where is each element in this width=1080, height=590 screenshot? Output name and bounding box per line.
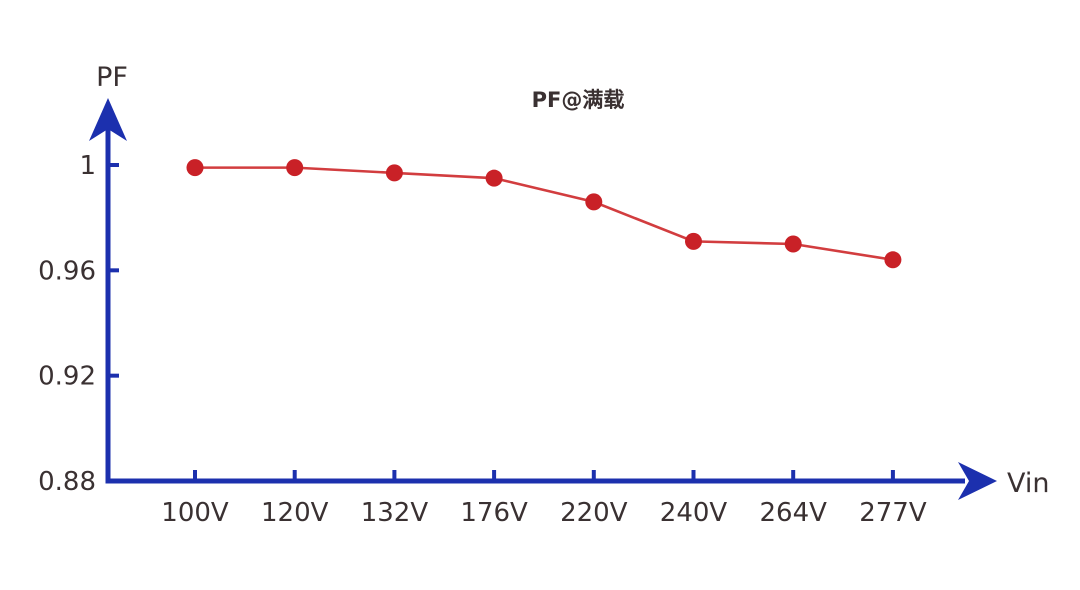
x-tick-label: 100V — [161, 498, 229, 528]
x-tick-label: 132V — [361, 498, 429, 528]
x-tick-label: 264V — [759, 498, 827, 528]
y-tick-label: 0.92 — [38, 362, 96, 392]
y-tick-label: 0.96 — [38, 256, 96, 286]
y-axis-title: PF — [96, 62, 128, 93]
y-axis-arrow — [89, 98, 127, 141]
x-axis-arrow — [958, 462, 997, 500]
data-point-176V — [485, 169, 503, 187]
data-point-277V — [884, 251, 902, 269]
y-tick-label: 1 — [79, 151, 96, 181]
x-tick-label: 176V — [460, 498, 528, 528]
x-tick-label: 220V — [560, 498, 628, 528]
chart-title: PF@满载 — [532, 88, 625, 112]
x-tick-label: 240V — [660, 498, 728, 528]
data-point-220V — [585, 193, 603, 211]
x-tick-label: 277V — [859, 498, 927, 528]
data-point-100V — [186, 159, 204, 177]
data-point-240V — [685, 232, 702, 250]
chart-plot-area: 1 0.96 0.92 0.88 100V 120V 132V 176V 220V 240V 264… — [38, 98, 997, 528]
data-point-120V — [286, 159, 304, 177]
data-point-264V — [784, 235, 802, 253]
data-point-132V — [385, 164, 403, 182]
y-tick-label: 0.88 — [38, 467, 96, 497]
pf-series-line — [195, 166, 894, 262]
x-axis-title: Vin — [1007, 468, 1050, 499]
x-tick-label: 120V — [261, 498, 329, 528]
